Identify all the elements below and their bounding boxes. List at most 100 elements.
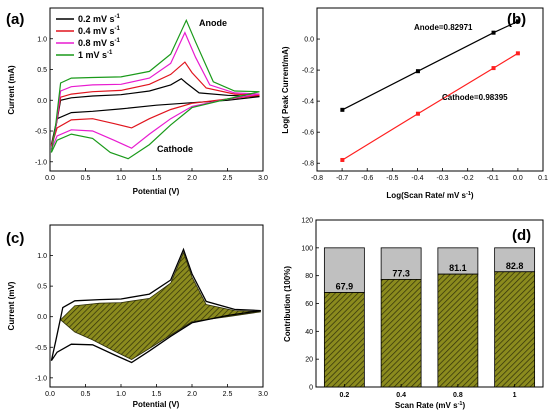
y-tick-label: -0.2 (302, 68, 314, 75)
x-tick-label: 2.5 (223, 391, 233, 398)
cathode-slope-label: Cathode=0.98395 (442, 93, 508, 102)
y-tick-label: 40 (305, 329, 313, 336)
x-tick-label: -0.3 (437, 175, 449, 182)
panel-b: (b) -0.8-0.7-0.6-0.5-0.4-0.3-0.2-0.10.00… (281, 7, 548, 200)
axis-ticks-c: 0.0 0.5 1.0 1.5 2.0 2.5 3.0 -1.0 -0.5 0.0 0.5 1.0 (35, 253, 268, 398)
bar-diffusion-2 (380, 247, 422, 280)
bar-capacitive-3 (437, 273, 479, 388)
bar-value-label-3: 81.1 (449, 263, 467, 273)
x-tick-label: 3.0 (258, 391, 268, 398)
data-point-cathode (340, 157, 345, 162)
legend-label-2: 0.4 mV s-1 (78, 26, 121, 36)
y-tick-label: -0.4 (302, 99, 314, 106)
bar-value-label-2: 77.3 (392, 268, 410, 278)
y-tick-label: -1.0 (35, 375, 47, 382)
y-tick-label: -1.0 (35, 159, 47, 166)
cv-curve-2 (50, 61, 260, 147)
fit-line-anode (342, 20, 519, 111)
capacitive-area-c (50, 247, 261, 364)
legend-label-1: 0.2 mV s-1 (78, 14, 121, 24)
capacitive-region (60, 251, 261, 360)
y-tick-label: -0.5 (35, 345, 47, 352)
bar-diffusion-3 (437, 247, 479, 275)
y-axis-label-a: Current (mA) (7, 65, 16, 115)
legend-label-3: 0.8 mV s-1 (78, 38, 121, 48)
bar-capacitive-1 (323, 292, 365, 388)
x-tick-label: 1.5 (152, 175, 162, 182)
data-point-cathode (515, 51, 520, 56)
panel-label-d: (d) (512, 227, 531, 244)
x-tick-label: 0.8 (453, 392, 463, 399)
cv-curve-4 (50, 18, 260, 160)
y-tick-label: 0.0 (37, 98, 47, 105)
data-point-anode (415, 69, 420, 74)
y-tick-label: -0.5 (35, 129, 47, 136)
x-tick-label: 1.0 (116, 391, 126, 398)
y-axis-label-c: Current (mV) (7, 281, 16, 330)
data-point-anode (491, 30, 496, 35)
data-point-anode (340, 107, 345, 112)
bars-d: 67.9 0.2 77.3 0.4 81.1 0.8 82.8 1 (323, 247, 536, 399)
panel-a: (a) 0.0 0.5 1.0 1.5 2.0 2.5 3.0 -1.0 -0.5 0.0 0.5 1… (6, 7, 268, 196)
x-tick-label: -0.1 (487, 175, 499, 182)
x-tick-label: 0.0 (45, 175, 55, 182)
bar-value-label-1: 67.9 (336, 282, 354, 292)
y-axis-label-b: Log( Peak Current/mA) (281, 46, 290, 133)
y-tick-label: 20 (305, 357, 313, 364)
x-tick-label: 2.0 (187, 391, 197, 398)
y-tick-label: 1.0 (37, 253, 47, 260)
plot-frame-b (316, 7, 544, 172)
x-tick-label: 1.5 (152, 391, 162, 398)
x-tick-label: 1 (513, 392, 517, 399)
legend-a: 0.2 mV s-1 0.4 mV s-1 0.8 mV s-1 1 mV s-1 (56, 14, 121, 60)
y-tick-label: -0.6 (302, 130, 314, 137)
y-tick-label: 0 (309, 385, 313, 392)
x-tick-label: 0.5 (81, 175, 91, 182)
x-tick-label: -0.7 (336, 175, 348, 182)
axis-ticks-b: -0.8 -0.7 -0.6 -0.5 -0.4 -0.3 -0.2 -0.1 0.0 0.1 -0… (302, 37, 548, 182)
x-tick-label: 2.0 (187, 175, 197, 182)
x-axis-label-c: Potential (V) (133, 400, 180, 409)
bar-capacitive-2 (380, 279, 422, 388)
x-tick-label: 2.5 (223, 175, 233, 182)
anode-label-a: Anode (199, 18, 227, 28)
x-tick-label: -0.8 (311, 175, 323, 182)
x-tick-label: 0.4 (396, 392, 406, 399)
x-tick-label: 0.5 (81, 391, 91, 398)
y-tick-label: 1.0 (37, 36, 47, 43)
y-tick-label: 80 (305, 273, 313, 280)
panel-label-c: (c) (6, 230, 24, 247)
cv-curve-3 (50, 31, 260, 150)
panel-c: (c) 0.0 0.5 1.0 1.5 2.0 2.5 3.0 -1.0 -0.5 0.0 0.5 1… (6, 224, 268, 409)
x-tick-label: -0.4 (411, 175, 423, 182)
bar-value-label-4: 82.8 (506, 261, 524, 271)
axis-ticks-d: 0 20 40 60 80 100 120 (301, 218, 319, 392)
fit-line-cathode (342, 52, 519, 161)
bar-diffusion-1 (323, 247, 365, 293)
y-tick-label: 100 (301, 245, 313, 252)
y-tick-label: 0.5 (37, 67, 47, 74)
cv-curve-1 (50, 77, 260, 145)
y-axis-label-d: Contribution (100%) (283, 266, 292, 342)
x-axis-label-a: Potential (V) (133, 187, 180, 196)
data-point-cathode (491, 66, 496, 71)
bar-capacitive-4 (494, 271, 536, 388)
y-tick-label: 0.5 (37, 284, 47, 291)
cv-curves-a (50, 18, 260, 160)
x-tick-label: 0.0 (45, 391, 55, 398)
panel-label-a: (a) (6, 11, 24, 28)
total-cv-curve (50, 247, 261, 364)
x-axis-label-b: Log(Scan Rate/ mV s-1) (386, 191, 473, 200)
x-tick-label: 0.0 (513, 175, 523, 182)
anode-slope-label: Anode=0.82971 (414, 23, 473, 32)
y-tick-label: 0.0 (37, 314, 47, 321)
x-tick-label: 0.1 (538, 175, 548, 182)
x-tick-label: -0.2 (462, 175, 474, 182)
y-tick-label: 60 (305, 301, 313, 308)
data-point-anode (515, 19, 520, 24)
x-tick-label: 3.0 (258, 175, 268, 182)
y-tick-label: -0.8 (302, 161, 314, 168)
x-tick-label: 0.2 (340, 392, 350, 399)
axis-ticks-a: 0.0 0.5 1.0 1.5 2.0 2.5 3.0 -1.0 -0.5 0.0 0.5 1.0 (35, 36, 268, 182)
